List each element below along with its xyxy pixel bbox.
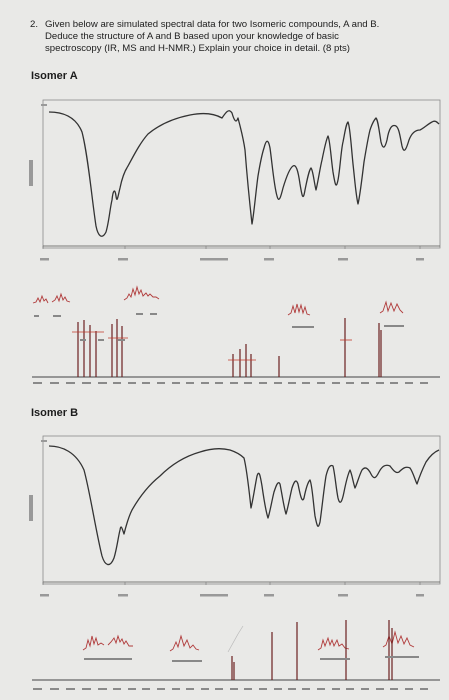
isomer-a-ir-trace	[48, 110, 440, 237]
question-points: (8 pts)	[322, 43, 350, 55]
isomer-b-nmr-ppm-axis-labels	[33, 688, 428, 690]
isomer-b-ir-spectrum	[29, 435, 441, 597]
isomer-a-ir-blurred-labels	[29, 104, 424, 261]
isomer-a-nmr-inset-2	[123, 285, 160, 301]
question-line-1: Given below are simulated spectral data …	[45, 19, 380, 30]
isomer-b-nmr-connector	[227, 625, 244, 653]
isomer-a-nmr-integration	[72, 331, 352, 361]
isomer-b-title: Isomer B	[31, 407, 79, 419]
isomer-a-nmr-inset-4	[379, 300, 404, 314]
isomer-a-nmr-blurred-labels	[34, 313, 404, 341]
question-text: 2. Given below are simulated spectral da…	[30, 19, 436, 56]
question-line-3: spectroscopy (IR, MS and H-NMR.) Explain…	[45, 43, 436, 55]
isomer-b-ir-blurred-labels	[29, 440, 424, 597]
question-line-3-text: spectroscopy (IR, MS and H-NMR.) Explain…	[45, 43, 321, 55]
isomer-a-nmr-ppm-axis-labels	[33, 382, 428, 384]
isomer-b-nmr-inset-2	[169, 634, 200, 652]
isomer-a-nmr-spectrum	[32, 285, 440, 384]
question-number: 2.	[30, 19, 39, 30]
isomer-a-ir-ticks	[42, 246, 421, 249]
isomer-b-nmr-spectrum	[32, 620, 440, 690]
isomer-a-title: Isomer A	[31, 70, 78, 82]
isomer-b-nmr-peaks	[231, 620, 393, 680]
question-line-2: Deduce the structure of A and B based up…	[45, 31, 339, 43]
isomer-b-ir-frame	[42, 435, 441, 585]
isomer-a-nmr-peaks	[77, 318, 382, 377]
isomer-b-nmr-inset-1	[82, 634, 133, 651]
isomer-a-nmr-inset-1	[32, 292, 71, 304]
isomer-a-ir-frame	[42, 99, 441, 249]
isomer-b-nmr-inset-3	[317, 636, 350, 651]
isomer-b-nmr-inset-4	[382, 630, 415, 648]
isomer-a-ir-spectrum	[29, 99, 441, 261]
isomer-b-ir-ticks	[42, 582, 421, 585]
isomer-b-nmr-blurred-labels	[84, 656, 419, 662]
isomer-b-ir-trace	[48, 445, 440, 566]
isomer-a-nmr-inset-3	[287, 303, 311, 316]
